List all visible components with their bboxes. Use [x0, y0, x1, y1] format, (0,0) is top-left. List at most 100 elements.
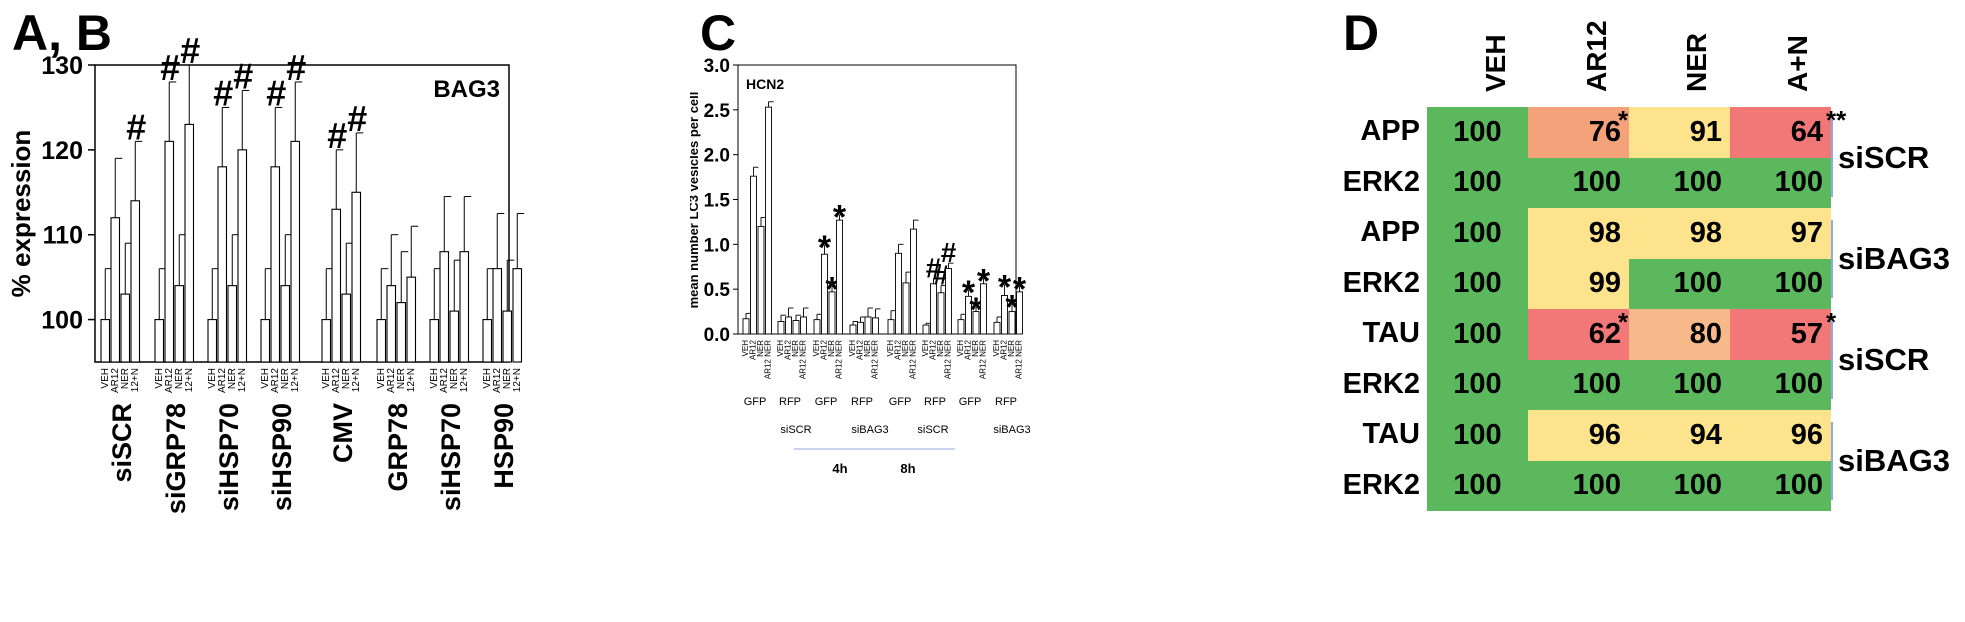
condition-label: GFP	[744, 396, 767, 408]
significance-mark: #	[160, 47, 180, 88]
heatmap-cell: 100	[1427, 208, 1528, 259]
x-tick-label: VEH	[207, 368, 218, 389]
significance-mark: #	[926, 252, 942, 283]
x-tick-label: NER	[396, 368, 407, 389]
heatmap-row: 100 96 94 96	[1427, 410, 1831, 461]
cell-value: 97	[1790, 216, 1823, 249]
x-tick-label: NER	[1007, 340, 1016, 357]
heatmap-cell: 96	[1730, 410, 1831, 461]
heatmap-cell: 100	[1427, 460, 1528, 511]
x-tick-label: AR12	[492, 368, 503, 393]
bar	[154, 319, 165, 363]
x-tick-label: AR12 NER	[909, 340, 918, 379]
x-tick-label: AR12	[164, 368, 175, 393]
bar	[351, 191, 362, 363]
x-tick-label: NER	[341, 368, 352, 389]
bar	[895, 252, 902, 335]
x-tick-label: AR12	[331, 368, 342, 393]
y-axis-label: mean number LC3 vesicles per cell	[690, 92, 701, 309]
significance-mark: *	[1013, 270, 1027, 308]
heatmap-cell: 97	[1730, 208, 1831, 259]
y-tick-label: 120	[41, 137, 83, 165]
x-tick-label: NER	[174, 368, 185, 389]
y-tick-label: 110	[43, 222, 83, 250]
heatmap-cell: 100	[1528, 157, 1629, 208]
bar	[872, 317, 879, 335]
bar	[237, 149, 248, 363]
condition-label: GFP	[889, 396, 912, 408]
bar	[429, 319, 440, 363]
cell-value: 98	[1588, 216, 1621, 249]
condition-label: RFP	[779, 396, 801, 408]
y-tick-label: 1.5	[704, 191, 731, 212]
x-tick-label: 12+N	[290, 368, 301, 392]
x-tick-label: AR12	[439, 368, 450, 393]
x-tick-label: NER	[449, 368, 460, 389]
heatmap-cell: 100	[1629, 460, 1730, 511]
heatmap-row: 100 100 100 100	[1427, 359, 1831, 410]
cell-value: 96	[1588, 418, 1621, 451]
significance-mark: #	[327, 115, 347, 156]
x-tick-label: NER	[120, 368, 131, 389]
x-tick-label: VEH	[956, 340, 965, 357]
cell-value: 100	[1673, 166, 1722, 199]
significance-mark: *	[1005, 288, 1019, 326]
bar	[331, 208, 342, 363]
row-label: APP	[1360, 115, 1420, 147]
y-tick-label: 2.0	[704, 146, 730, 167]
heatmap-row: 100 99 100 100	[1427, 258, 1831, 309]
significance-mark: *	[998, 269, 1012, 307]
row-label: ERK2	[1342, 266, 1420, 299]
x-tick-label: NER	[827, 340, 836, 357]
significance-mark: #	[233, 55, 253, 96]
x-tick-label: AR12 NER	[871, 340, 880, 379]
bar	[937, 292, 945, 335]
y-tick-label: 130	[41, 52, 83, 80]
x-tick-label: AR12	[1000, 339, 1009, 360]
x-tick-label: VEH	[741, 340, 750, 357]
heatmap-cell: 91	[1629, 107, 1730, 158]
time-label: 8h	[900, 461, 915, 476]
cell-value: 91	[1689, 115, 1722, 148]
bar	[130, 200, 141, 363]
group-label: siHSP70	[436, 403, 466, 511]
significance-mark: #	[266, 72, 286, 113]
row-label: TAU	[1362, 418, 1420, 450]
y-tick-label: 0.5	[704, 280, 731, 301]
x-tick-label: NER	[756, 340, 765, 357]
bar	[207, 319, 218, 363]
significance-mark: *	[818, 229, 832, 267]
heatmap-cell: 98	[1528, 208, 1629, 259]
treatment-label: siSCR	[917, 424, 948, 436]
bar	[396, 302, 407, 363]
cell-value: 100	[1774, 469, 1823, 502]
heatmap-cell: 100	[1427, 410, 1528, 461]
x-tick-label: AR12 NER	[1015, 340, 1024, 379]
heatmap-cell: 100	[1730, 157, 1831, 208]
x-tick-label: AR12	[820, 339, 829, 360]
group-label: siSCR	[1838, 342, 1930, 377]
significance-mark: *	[977, 262, 991, 300]
significance-mark: **	[1826, 105, 1847, 135]
heatmap-cell: 100	[1730, 460, 1831, 511]
y-tick-label: 0.0	[704, 325, 730, 346]
bar	[341, 293, 352, 363]
bar	[376, 319, 387, 363]
x-tick-label: VEH	[776, 340, 785, 357]
significance-mark: #	[286, 47, 306, 88]
heatmap-row: 100 98 98 97	[1427, 208, 1831, 259]
bar	[174, 285, 185, 363]
heatmap-cell: 100	[1629, 258, 1730, 309]
cell-value: 100	[1673, 469, 1722, 502]
x-tick-label: AR12	[749, 339, 758, 360]
bar	[887, 319, 895, 335]
cell-value: 100	[1453, 267, 1502, 300]
group-bracket	[1831, 220, 1833, 298]
row-label: ERK2	[1342, 367, 1420, 400]
significance-mark: *	[1618, 105, 1629, 135]
x-tick-label: 12+N	[512, 368, 523, 392]
column-label: NER	[1681, 32, 1712, 92]
significance-mark: *	[1618, 307, 1629, 337]
x-tick-label: NER	[901, 340, 910, 357]
x-tick-label: VEH	[429, 368, 440, 389]
